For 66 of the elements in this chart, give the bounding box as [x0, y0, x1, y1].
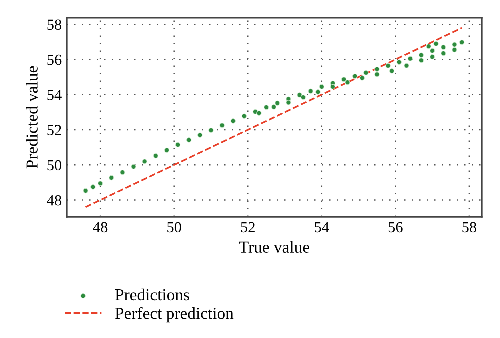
- point: [374, 66, 380, 72]
- point: [364, 70, 369, 76]
- point: [430, 48, 436, 54]
- point: [220, 123, 225, 128]
- point: [109, 175, 114, 181]
- x-tick-label: 56: [388, 222, 403, 233]
- point: [452, 47, 458, 53]
- point: [341, 77, 347, 82]
- legend-label: Predictions: [115, 288, 190, 301]
- point: [389, 68, 395, 74]
- point: [441, 51, 446, 56]
- point: [131, 164, 136, 170]
- point: [430, 54, 436, 60]
- point: [360, 76, 366, 81]
- point: [198, 132, 203, 138]
- point: [175, 142, 181, 148]
- point: [452, 42, 458, 48]
- x-tick-label: 50: [168, 222, 182, 233]
- point: [308, 88, 314, 94]
- y-axis-title: Predicted value: [26, 66, 38, 169]
- point: [297, 92, 302, 98]
- y-tick-label: 58: [48, 20, 62, 30]
- point: [264, 104, 270, 110]
- point: [434, 41, 439, 47]
- point: [426, 44, 432, 50]
- point: [418, 52, 424, 58]
- point: [142, 159, 148, 164]
- point: [186, 138, 192, 143]
- point: [271, 104, 277, 110]
- point: [98, 181, 104, 186]
- y-tick-label: 54: [48, 90, 62, 100]
- point: [330, 84, 336, 90]
- x-tick-label: 52: [241, 222, 255, 233]
- point: [441, 44, 446, 50]
- point: [120, 170, 126, 176]
- x-tick-label: 58: [462, 222, 477, 233]
- point: [459, 40, 465, 46]
- point: [242, 114, 248, 119]
- point: [300, 94, 306, 100]
- point: [319, 84, 324, 90]
- y-tick-label: 48: [47, 195, 62, 206]
- point: [345, 80, 350, 86]
- point: [316, 90, 321, 95]
- point: [83, 188, 88, 194]
- point: [404, 63, 410, 68]
- point: [396, 60, 402, 65]
- point: [352, 74, 358, 80]
- y-tick-label: 50: [48, 160, 62, 171]
- point: [153, 153, 158, 159]
- point: [208, 128, 214, 134]
- point: [374, 72, 380, 78]
- point: [386, 63, 391, 68]
- x-tick-label: 48: [93, 222, 108, 233]
- point: [256, 110, 262, 116]
- x-axis-title: True value: [239, 241, 310, 253]
- y-tick-label: 56: [48, 54, 62, 66]
- y-tick-label: 52: [48, 125, 62, 136]
- point: [275, 100, 280, 106]
- point: [418, 58, 424, 64]
- point: [408, 56, 414, 62]
- point: [230, 118, 236, 124]
- legend-label: Perfect prediction: [115, 307, 234, 323]
- point: [286, 100, 292, 106]
- x-tick-label: 54: [315, 222, 330, 233]
- point: [164, 148, 170, 153]
- point: [90, 184, 96, 190]
